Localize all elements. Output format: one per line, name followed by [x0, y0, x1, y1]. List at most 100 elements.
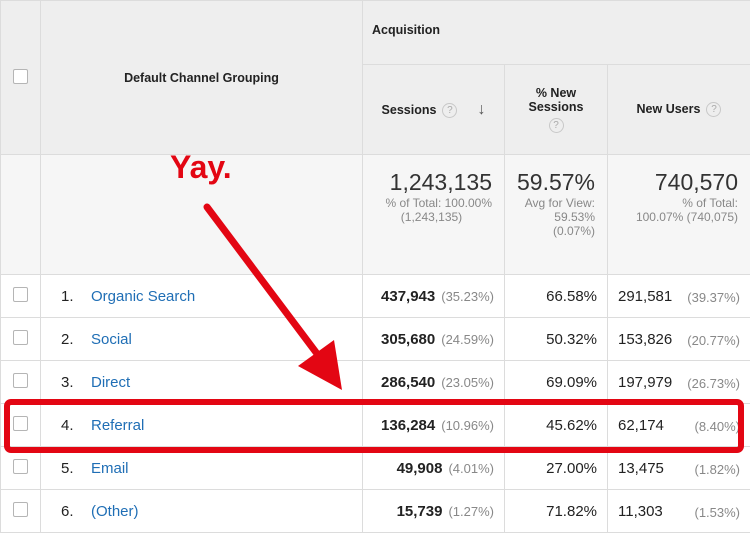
dimension-header: Default Channel Grouping — [40, 0, 363, 155]
channel-cell: 4. Referral — [40, 403, 363, 447]
new-sessions-cell: 71.82% — [504, 489, 608, 533]
total-value: 59.57% — [516, 169, 595, 195]
checkbox-cell — [0, 317, 41, 361]
new-users-cell: 291,581 (39.37%) — [606, 274, 750, 318]
new-sessions-cell: 66.58% — [504, 274, 608, 318]
sessions-cell: 305,680 (24.59%) — [362, 317, 505, 361]
sessions-cell: 15,739 (1.27%) — [362, 489, 505, 533]
new-users-percent: (1.53%) — [694, 504, 741, 520]
sessions-value: 49,908 — [396, 459, 443, 477]
sessions-value: 286,540 — [381, 373, 436, 391]
checkbox-cell — [0, 274, 41, 318]
total-value: 740,570 — [654, 169, 739, 195]
new-sessions-value: 66.58% — [546, 287, 597, 305]
total-note: 100.07% (740,075) — [635, 210, 739, 224]
table-row: 6. (Other) 15,739 (1.27%) 71.82% 11,303 (1.53%… — [0, 489, 750, 533]
checkbox-cell — [0, 446, 41, 490]
total-note: (1,243,135) — [400, 210, 463, 224]
channel-link[interactable]: Referral — [91, 416, 145, 434]
new-sessions-value: 50.32% — [546, 330, 597, 348]
column-header[interactable]: Sessions? ↓ — [362, 64, 505, 155]
channel-link[interactable]: (Other) — [91, 502, 139, 520]
totals-cell — [0, 154, 41, 275]
column-header[interactable]: New Users? — [606, 64, 750, 155]
channel-link[interactable]: Email — [91, 459, 129, 477]
help-icon[interactable]: ? — [548, 118, 564, 133]
totals-cell: 740,570% of Total: 100.07% (740,075) — [606, 154, 750, 275]
row-checkbox[interactable] — [13, 330, 28, 345]
new-users-cell: 11,303 (1.53%) — [606, 489, 750, 533]
new-sessions-value: 45.62% — [546, 416, 597, 434]
channel-link[interactable]: Direct — [91, 373, 131, 391]
sessions-value: 305,680 — [381, 330, 436, 348]
new-sessions-cell: 69.09% — [504, 360, 608, 404]
channel-cell: 1. Organic Search — [40, 274, 363, 318]
column-header[interactable]: % New Sessions? — [504, 64, 608, 155]
select-all-checkbox[interactable] — [13, 68, 28, 84]
new-users-percent: (8.40%) — [694, 418, 741, 434]
new-users-value: 291,581 — [618, 287, 673, 305]
new-users-value: 13,475 — [618, 459, 664, 477]
sessions-percent: (23.05%) — [441, 374, 494, 390]
select-all-cell — [0, 0, 41, 155]
total-value: 1,243,135 — [389, 169, 492, 195]
help-icon[interactable]: ? — [706, 102, 722, 118]
new-users-cell: 13,475 (1.82%) — [606, 446, 750, 490]
column-label: % New Sessions — [528, 86, 584, 114]
group-label: Acquisition — [372, 23, 441, 37]
row-checkbox[interactable] — [13, 287, 28, 302]
new-users-value: 62,174 — [618, 416, 664, 434]
sessions-percent: (4.01%) — [448, 460, 494, 476]
totals-cell — [40, 154, 363, 275]
sessions-cell: 437,943 (35.23%) — [362, 274, 505, 318]
table-row: 4. Referral 136,284 (10.96%) 45.62% 62,174 (8.… — [0, 403, 750, 447]
channel-link[interactable]: Organic Search — [91, 287, 196, 305]
new-users-value: 153,826 — [618, 330, 673, 348]
new-users-value: 197,979 — [618, 373, 673, 391]
sessions-cell: 136,284 (10.96%) — [362, 403, 505, 447]
total-note: % of Total: 100.00% — [385, 196, 492, 210]
new-users-percent: (1.82%) — [694, 461, 741, 477]
total-note: 59.53% — [554, 210, 595, 224]
sessions-percent: (35.23%) — [441, 288, 494, 304]
sessions-percent: (10.96%) — [441, 417, 494, 433]
row-checkbox[interactable] — [13, 416, 28, 431]
row-index: 5. — [61, 459, 74, 477]
annotation-text: Yay. — [170, 149, 232, 185]
row-checkbox[interactable] — [13, 373, 28, 388]
annotation-arrow — [203, 203, 322, 359]
new-users-percent: (20.77%) — [687, 332, 741, 348]
checkbox-cell — [0, 360, 41, 404]
row-index: 1. — [61, 287, 74, 305]
new-sessions-value: 69.09% — [546, 373, 597, 391]
channel-link[interactable]: Social — [91, 330, 132, 348]
new-users-cell: 197,979 (26.73%) — [606, 360, 750, 404]
channel-cell: 6. (Other) — [40, 489, 363, 533]
new-users-percent: (26.73%) — [687, 375, 741, 391]
new-sessions-cell: 27.00% — [504, 446, 608, 490]
sessions-cell: 286,540 (23.05%) — [362, 360, 505, 404]
table-row: 3. Direct 286,540 (23.05%) 69.09% 197,979 (26.… — [0, 360, 750, 404]
row-index: 3. — [61, 373, 74, 391]
sessions-value: 136,284 — [381, 416, 436, 434]
help-icon[interactable]: ? — [442, 102, 458, 118]
new-sessions-cell: 45.62% — [504, 403, 608, 447]
sort-icon[interactable]: ↓ — [477, 100, 486, 118]
new-sessions-value: 71.82% — [546, 502, 597, 520]
dimension-label: Default Channel Grouping — [124, 70, 279, 85]
table-row: 1. Organic Search 437,943 (35.23%) 66.58% 291… — [0, 274, 750, 318]
row-checkbox[interactable] — [13, 502, 28, 517]
row-index: 4. — [61, 416, 74, 434]
table-body: 1,243,135% of Total: 100.00% (1,243,135) … — [0, 154, 750, 533]
annotation-arrowhead — [298, 340, 342, 390]
total-note: Avg for View: — [524, 196, 595, 210]
sessions-value: 15,739 — [396, 502, 443, 520]
total-note: (0.07%) — [552, 224, 595, 238]
new-users-value: 11,303 — [618, 502, 663, 520]
row-checkbox[interactable] — [13, 459, 28, 474]
column-label: New Users — [636, 101, 701, 116]
